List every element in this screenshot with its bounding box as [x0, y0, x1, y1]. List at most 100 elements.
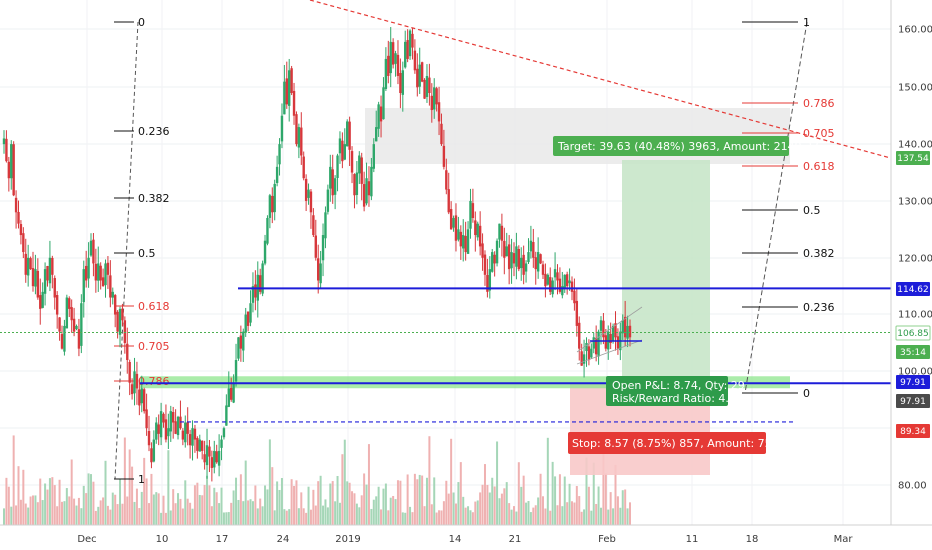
- candle-body: [19, 224, 23, 236]
- candle-body: [580, 351, 583, 366]
- volume-bar: [394, 499, 397, 525]
- candle-body: [423, 79, 426, 99]
- volume-bar: [273, 510, 276, 525]
- volume-bar: [609, 492, 612, 525]
- volume-bar: [539, 473, 542, 525]
- volume-bar: [503, 488, 506, 525]
- candle-body: [10, 144, 13, 179]
- candle-body: [176, 416, 180, 436]
- candle-body: [203, 454, 206, 463]
- candle-body: [507, 244, 511, 270]
- candle-body: [55, 295, 59, 315]
- candle-body: [353, 174, 356, 196]
- candle-body: [280, 115, 284, 142]
- candle-body: [604, 335, 608, 349]
- volume-bar: [583, 509, 586, 525]
- candle-body: [321, 235, 325, 261]
- candle-body: [304, 178, 308, 201]
- time-tick-label: 24: [277, 534, 290, 545]
- candle-body: [626, 325, 629, 339]
- volume-bar: [515, 511, 518, 525]
- volume-bar: [474, 501, 477, 525]
- candle-body: [365, 178, 368, 204]
- fib-right-diagonal: [744, 21, 808, 394]
- volume-bar: [97, 506, 100, 525]
- candle-body: [222, 428, 226, 438]
- time-axis[interactable]: Dec 10 17 24 2019 14 21 Feb 11 18 Mar: [77, 534, 853, 545]
- volume-bar: [230, 502, 233, 525]
- candle-body: [404, 41, 407, 68]
- candle-body: [290, 68, 293, 94]
- price-tag-label: 35:14: [900, 348, 926, 358]
- horizontal-levels[interactable]: [0, 287, 891, 423]
- candle-body: [457, 229, 460, 240]
- candle-body: [2, 138, 6, 145]
- volume-bar: [249, 499, 252, 525]
- channel-upper[interactable]: [576, 306, 643, 353]
- candle-body: [435, 88, 438, 105]
- candle-body: [616, 336, 620, 349]
- price-axis[interactable]: 160.00 150.00 140.00 130.00 120.00 110.00 100.…: [898, 25, 932, 492]
- volume-bar: [138, 508, 141, 525]
- candle-body: [208, 446, 211, 457]
- candle-body: [333, 178, 337, 195]
- candle-body: [70, 307, 73, 321]
- volume-bar: [392, 495, 395, 525]
- volume-bar: [575, 486, 578, 525]
- volume-bar: [626, 508, 629, 525]
- volume-bar: [48, 478, 51, 525]
- candle-body: [237, 337, 240, 359]
- volume-bar: [435, 512, 438, 525]
- candle-body: [133, 371, 136, 394]
- volume-bar: [203, 484, 206, 525]
- volume-bar: [155, 492, 158, 525]
- candle-body: [184, 422, 187, 443]
- candle-body: [592, 337, 595, 349]
- candle-body: [411, 33, 414, 48]
- candle-body: [384, 58, 388, 89]
- volume-bar: [206, 475, 209, 525]
- channel-lower[interactable]: [576, 339, 643, 365]
- candle-body: [169, 411, 172, 432]
- candle-body: [597, 331, 600, 357]
- volume-bar: [181, 508, 184, 525]
- candle-body: [109, 275, 112, 298]
- candle-body: [585, 342, 588, 352]
- candle-body: [92, 239, 95, 264]
- volume-bar: [140, 491, 143, 525]
- candle-body: [147, 431, 151, 446]
- volume-bar: [152, 494, 155, 525]
- candle-body: [582, 354, 586, 364]
- time-tick-label: Mar: [834, 534, 854, 545]
- price-tag-label: 97.91: [900, 378, 926, 388]
- volume-bar: [104, 460, 107, 525]
- volume-bar: [624, 489, 627, 525]
- candle-body: [536, 252, 540, 272]
- volume-bar: [247, 500, 250, 525]
- volume-bar: [201, 495, 204, 525]
- candle-body: [135, 373, 139, 389]
- candle-body: [341, 140, 344, 162]
- volume-bar: [590, 510, 593, 525]
- volume-bar: [94, 510, 97, 525]
- flag-channel[interactable]: [576, 306, 643, 365]
- volume-bar: [486, 484, 489, 525]
- candle-body: [350, 151, 354, 173]
- candle-body: [445, 170, 448, 190]
- volume-bar: [3, 508, 5, 525]
- volume-bar: [121, 503, 124, 525]
- candle-body: [505, 246, 508, 257]
- candle-body: [449, 209, 453, 230]
- candle-body: [469, 200, 472, 229]
- volume-bar: [135, 488, 138, 525]
- fib-right-label: 0: [803, 387, 810, 400]
- candle-body: [575, 300, 579, 326]
- volume-bar: [150, 473, 153, 525]
- fib-retracement-left[interactable]: 0 0.236 0.382 0.5 0.618 0.705 0.786 1: [114, 16, 170, 486]
- candle-body: [348, 121, 351, 150]
- descending-trend-line[interactable]: [309, 0, 892, 159]
- candle-body: [382, 87, 385, 120]
- price-tick-label: 150.00: [898, 83, 932, 94]
